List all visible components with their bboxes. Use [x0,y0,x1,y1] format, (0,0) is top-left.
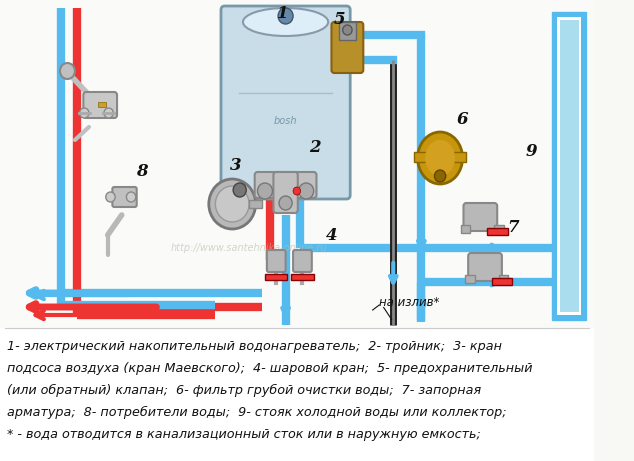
Bar [249,200,262,208]
Ellipse shape [425,140,455,176]
Bar [436,161,445,175]
FancyBboxPatch shape [267,250,285,272]
Circle shape [126,192,136,202]
Circle shape [104,108,113,118]
Text: 9: 9 [526,143,538,160]
Bar [98,102,106,107]
Text: 4: 4 [326,226,337,243]
Bar [491,278,512,285]
Circle shape [209,179,256,229]
Bar [552,12,586,320]
Circle shape [216,186,249,222]
Bar [414,152,427,162]
Circle shape [293,187,301,195]
Circle shape [233,183,246,197]
FancyBboxPatch shape [273,172,298,213]
Bar [0,0,593,330]
Bar [495,225,504,233]
FancyBboxPatch shape [255,172,316,198]
Bar [339,22,356,40]
Bar [265,274,287,280]
Circle shape [60,63,75,79]
FancyBboxPatch shape [112,187,137,207]
FancyBboxPatch shape [221,6,350,199]
Bar [465,275,475,283]
Text: bosh: bosh [274,116,297,126]
Bar [487,228,507,235]
Bar [560,20,579,312]
Text: подсоса воздуха (кран Маевского);  4- шаровой кран;  5- предохранительный: подсоса воздуха (кран Маевского); 4- шар… [8,362,533,375]
Circle shape [434,170,446,182]
Text: 8: 8 [136,164,148,181]
Circle shape [278,8,293,24]
Ellipse shape [243,8,328,36]
FancyBboxPatch shape [463,203,497,231]
Text: арматура;  8- потребители воды;  9- стояк холодной воды или коллектор;: арматура; 8- потребители воды; 9- стояк … [8,406,507,419]
Text: 1- электрический накопительный водонагреватель;  2- тройник;  3- кран: 1- электрический накопительный водонагре… [8,340,503,353]
Bar [557,17,581,315]
Circle shape [343,25,352,35]
FancyBboxPatch shape [332,22,363,73]
Text: 2: 2 [309,140,320,156]
Circle shape [80,108,89,118]
Circle shape [279,196,292,210]
Text: 3: 3 [230,156,242,173]
Ellipse shape [418,132,463,184]
Circle shape [106,192,115,202]
FancyBboxPatch shape [271,173,301,195]
Text: 6: 6 [456,112,469,129]
Text: 1: 1 [277,6,288,23]
Bar [461,225,470,233]
FancyBboxPatch shape [293,250,312,272]
Text: http://www.santehnika-online.ru: http://www.santehnika-online.ru [171,243,328,253]
Bar [0,328,593,461]
Text: 5: 5 [334,12,346,29]
Bar [453,152,466,162]
Text: (или обратный) клапан;  6- фильтр грубой очистки воды;  7- запорная: (или обратный) клапан; 6- фильтр грубой … [8,384,482,397]
FancyBboxPatch shape [83,92,117,118]
Bar [291,274,314,280]
Text: 7: 7 [507,219,519,236]
Text: на излив*: на излив* [379,296,439,308]
FancyBboxPatch shape [468,253,502,281]
Text: * - вода отводится в канализационный сток или в наружную емкость;: * - вода отводится в канализационный сто… [8,428,481,441]
Circle shape [299,183,314,199]
Bar [499,275,508,283]
Circle shape [257,183,273,199]
